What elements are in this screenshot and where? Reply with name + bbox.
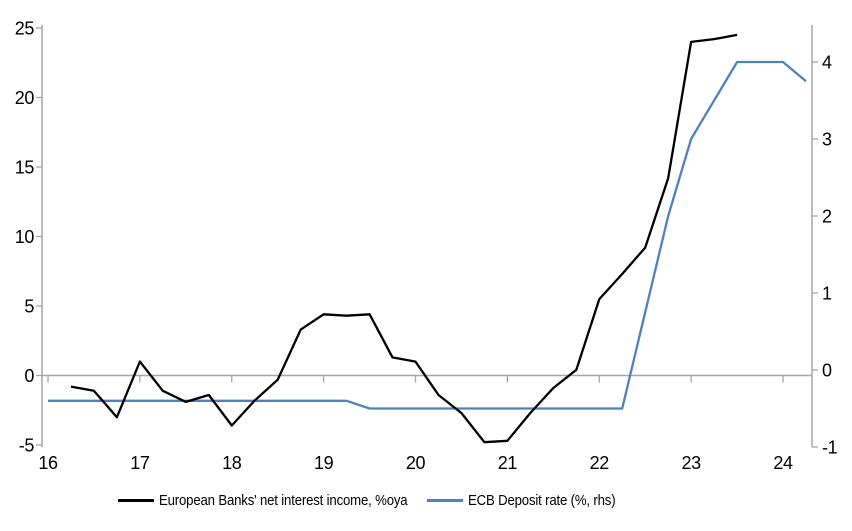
right-axis-tick-label: 2 <box>822 207 832 227</box>
x-axis-tick-label: 22 <box>590 453 610 473</box>
right-axis-tick-label: 0 <box>822 361 832 381</box>
x-axis-tick-label: 18 <box>222 453 242 473</box>
left-axis-tick-label: -5 <box>19 436 35 456</box>
left-axis-tick-label: 5 <box>24 297 34 317</box>
left-axis-tick-label: 15 <box>15 158 35 178</box>
right-axis-tick-label: 3 <box>822 130 832 150</box>
x-axis-tick-label: 19 <box>314 453 334 473</box>
x-axis-tick-label: 21 <box>498 453 518 473</box>
x-axis-tick-label: 17 <box>130 453 150 473</box>
x-axis-tick-label: 16 <box>38 453 58 473</box>
x-axis-tick-label: 20 <box>406 453 426 473</box>
series-line-net-interest-income <box>70 33 738 444</box>
left-axis-tick-label: 20 <box>15 88 35 108</box>
x-axis-tick-label: 23 <box>682 453 702 473</box>
right-axis-tick-label: -1 <box>822 438 838 458</box>
x-axis-tick-label: 24 <box>773 453 793 473</box>
right-axis-tick-label: 4 <box>822 53 832 73</box>
left-axis-tick-label: 25 <box>15 19 35 39</box>
right-axis-tick-label: 1 <box>822 284 832 304</box>
series-line-ecb-deposit-rate <box>48 60 807 410</box>
left-axis-tick-label: 0 <box>24 366 34 386</box>
left-axis-tick-label: 10 <box>15 227 35 247</box>
